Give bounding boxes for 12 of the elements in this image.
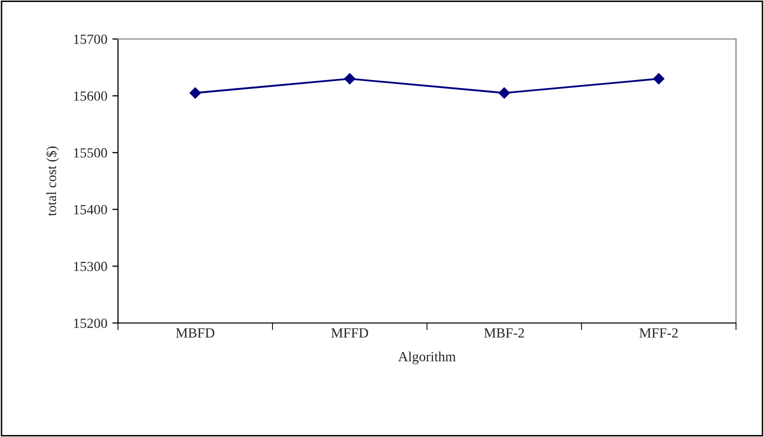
x-tick-label: MFFD [331, 328, 368, 338]
y-tick-label: 15400 [74, 204, 108, 214]
y-tick-label: 15500 [74, 148, 108, 158]
y-tick-label: 15300 [74, 262, 108, 272]
y-axis-title: total cost ($) [46, 146, 59, 216]
x-axis-title: Algorithm [398, 352, 456, 364]
x-tick-label: MBFD [176, 328, 214, 338]
y-tick-label: 15600 [74, 91, 108, 101]
y-tick-label: 15700 [74, 34, 108, 44]
x-tick-label: MFF-2 [639, 328, 678, 338]
x-tick-label: MBF-2 [484, 328, 524, 338]
y-tick-label: 15200 [74, 318, 108, 328]
